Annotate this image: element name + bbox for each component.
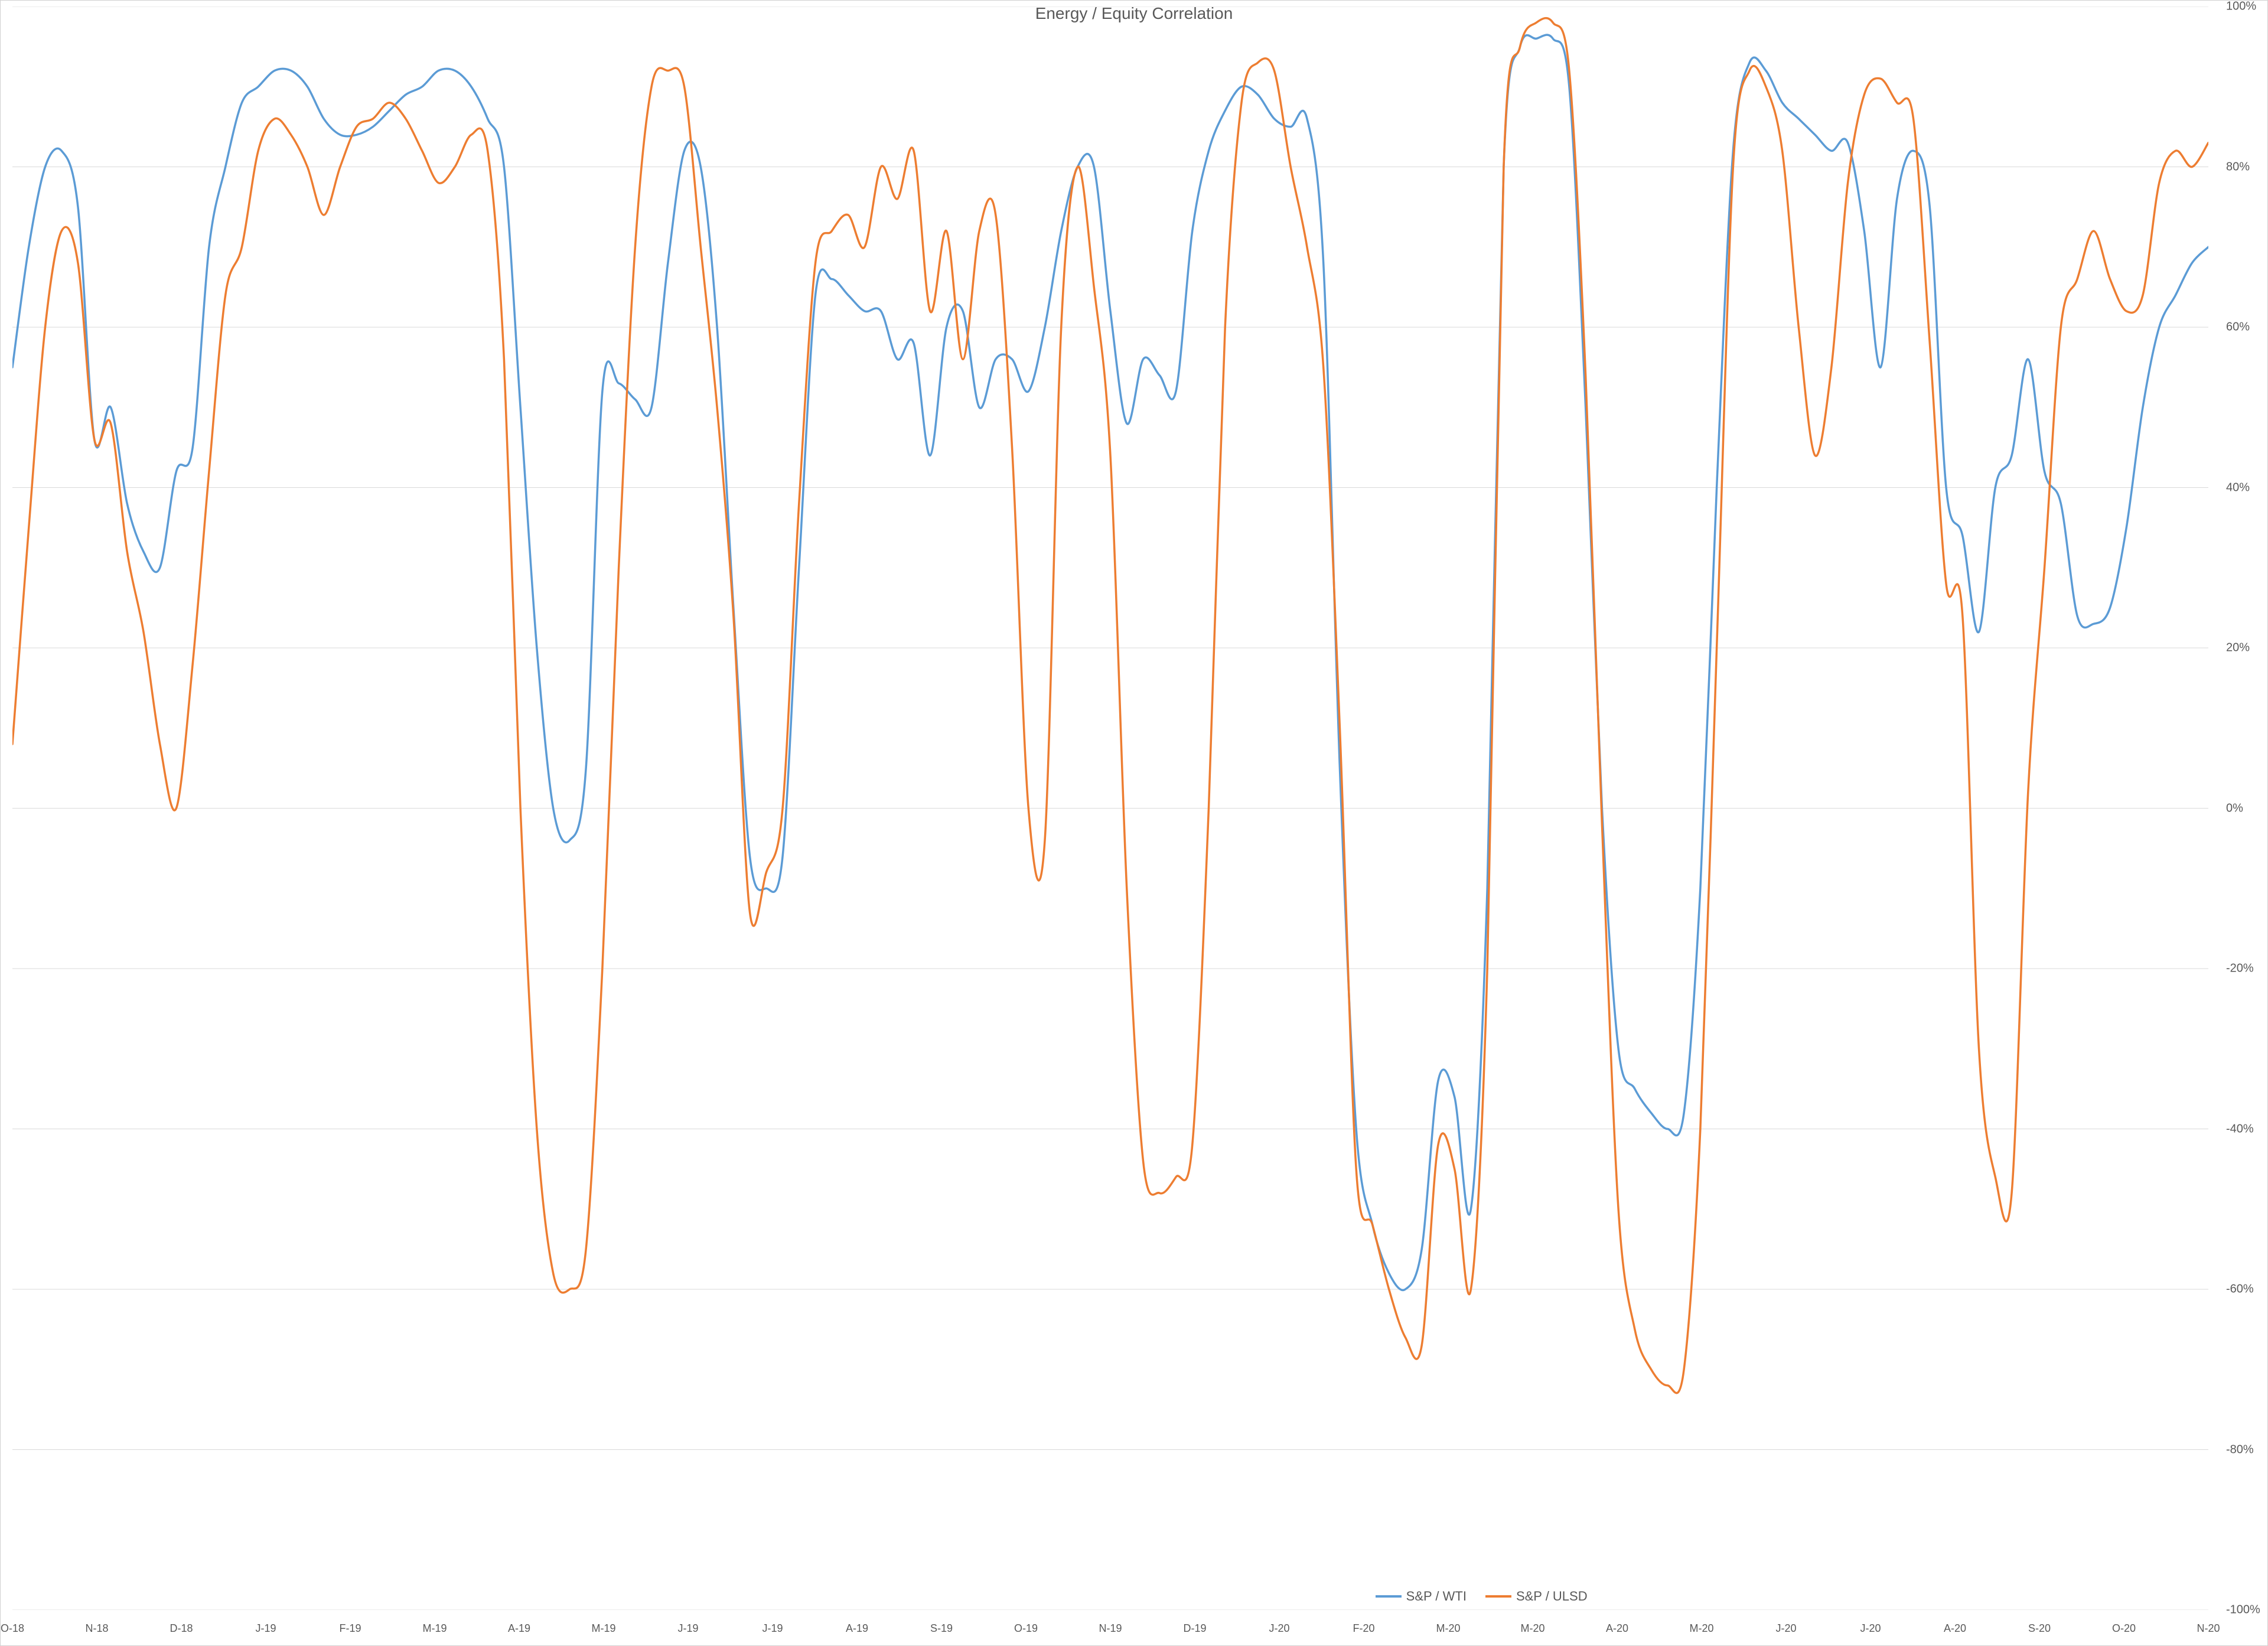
series-sp_ulsd <box>12 18 2208 1393</box>
legend-item: S&P / ULSD <box>1485 1589 1588 1604</box>
x-tick-label: M-20 <box>1436 1622 1460 1635</box>
y-tick-label: 80% <box>2226 160 2262 174</box>
x-tick-label: M-19 <box>422 1622 447 1635</box>
y-tick-label: 20% <box>2226 641 2262 655</box>
y-tick-label: 60% <box>2226 321 2262 334</box>
y-tick-label: 0% <box>2226 801 2262 815</box>
y-tick-label: -40% <box>2226 1122 2262 1136</box>
y-tick-label: -100% <box>2226 1603 2262 1617</box>
series-sp_wti <box>12 35 2208 1290</box>
x-tick-label: F-20 <box>1353 1622 1374 1635</box>
plot-area <box>12 6 2208 1610</box>
x-tick-label: F-19 <box>339 1622 361 1635</box>
x-tick-label: M-20 <box>1689 1622 1713 1635</box>
x-tick-label: O-18 <box>1 1622 24 1635</box>
x-tick-label: J-20 <box>1860 1622 1881 1635</box>
x-tick-label: J-20 <box>1775 1622 1796 1635</box>
y-tick-label: -80% <box>2226 1443 2262 1456</box>
x-tick-label: D-19 <box>1183 1622 1206 1635</box>
x-tick-label: D-18 <box>170 1622 193 1635</box>
x-tick-label: A-20 <box>1606 1622 1628 1635</box>
x-tick-label: A-19 <box>508 1622 530 1635</box>
x-tick-label: S-19 <box>930 1622 953 1635</box>
legend-swatch <box>1376 1595 1402 1598</box>
x-tick-label: J-19 <box>255 1622 276 1635</box>
legend-item: S&P / WTI <box>1376 1589 1467 1604</box>
x-tick-label: M-19 <box>591 1622 615 1635</box>
x-tick-label: M-20 <box>1520 1622 1544 1635</box>
x-tick-label: N-19 <box>1099 1622 1122 1635</box>
legend-label: S&P / ULSD <box>1516 1589 1588 1604</box>
x-tick-label: J-19 <box>677 1622 698 1635</box>
legend-swatch <box>1485 1595 1511 1598</box>
x-tick-label: N-20 <box>2197 1622 2220 1635</box>
y-axis-labels: -100%-80%-60%-40%-20%0%20%40%60%80%100% <box>2214 6 2267 1610</box>
legend-label: S&P / WTI <box>1406 1589 1467 1604</box>
y-tick-label: 40% <box>2226 481 2262 494</box>
legend: S&P / WTI S&P / ULSD <box>1376 1589 1588 1604</box>
x-tick-label: S-20 <box>2028 1622 2051 1635</box>
x-tick-label: O-19 <box>1014 1622 1038 1635</box>
chart-container: Energy / Equity Correlation -100%-80%-60… <box>0 0 2268 1646</box>
y-tick-label: -20% <box>2226 962 2262 976</box>
y-tick-label: -60% <box>2226 1283 2262 1296</box>
x-tick-label: J-20 <box>1269 1622 1289 1635</box>
x-tick-label: A-19 <box>846 1622 868 1635</box>
y-tick-label: 100% <box>2226 0 2262 14</box>
x-axis-labels: O-18N-18D-18J-19F-19M-19A-19M-19J-19J-19… <box>12 1616 2208 1645</box>
plot-svg <box>12 6 2208 1610</box>
x-tick-label: O-20 <box>2112 1622 2136 1635</box>
x-tick-label: A-20 <box>1944 1622 1966 1635</box>
x-tick-label: N-18 <box>85 1622 108 1635</box>
x-tick-label: J-19 <box>762 1622 783 1635</box>
